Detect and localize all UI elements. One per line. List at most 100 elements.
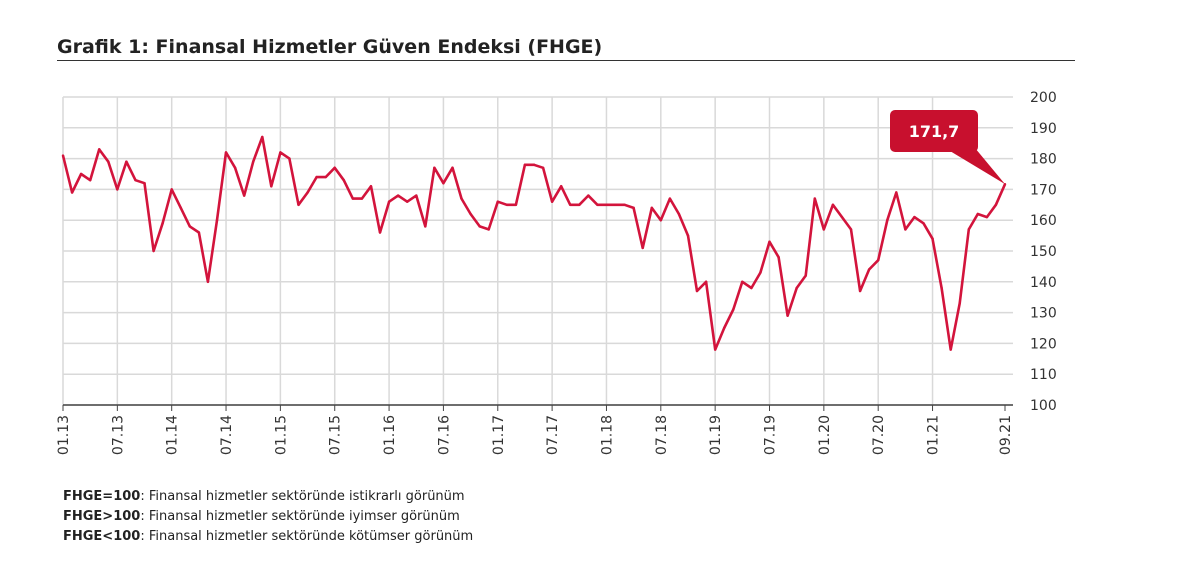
data-point bbox=[387, 200, 391, 203]
data-point bbox=[70, 191, 74, 194]
data-point bbox=[895, 191, 898, 194]
y-tick-label: 200 bbox=[1030, 90, 1057, 106]
data-point bbox=[786, 314, 789, 317]
data-point bbox=[469, 212, 472, 216]
data-point bbox=[777, 255, 780, 259]
y-tick-label: 160 bbox=[1030, 213, 1057, 229]
x-tick-label: 01.15 bbox=[273, 415, 289, 455]
y-tick-label: 130 bbox=[1030, 306, 1057, 322]
data-point bbox=[976, 212, 980, 216]
chart-title: Grafik 1: Finansal Hizmetler Güven Endek… bbox=[57, 36, 603, 58]
data-point bbox=[704, 280, 708, 283]
x-tick-label: 07.20 bbox=[871, 415, 887, 455]
data-point bbox=[587, 194, 590, 197]
series-line-fhge bbox=[61, 135, 1007, 351]
data-point bbox=[569, 203, 572, 206]
data-point bbox=[858, 289, 862, 293]
data-point bbox=[831, 203, 835, 206]
data-point bbox=[306, 191, 309, 194]
data-point bbox=[904, 228, 907, 231]
data-point bbox=[415, 194, 418, 197]
y-tick-label: 140 bbox=[1030, 275, 1057, 291]
data-point bbox=[813, 197, 816, 200]
data-point bbox=[88, 178, 92, 182]
data-point bbox=[532, 163, 536, 166]
x-tick-label: 01.17 bbox=[491, 415, 507, 455]
data-point bbox=[61, 154, 65, 157]
callout-label: 171,7 bbox=[909, 122, 960, 141]
data-point bbox=[759, 271, 762, 274]
x-tick-label: 07.15 bbox=[328, 415, 344, 455]
x-tick-label: 07.13 bbox=[110, 415, 126, 455]
data-point bbox=[523, 163, 527, 166]
data-point bbox=[768, 240, 771, 243]
data-point bbox=[315, 175, 318, 179]
callout-box bbox=[890, 110, 978, 152]
data-point bbox=[913, 215, 916, 219]
data-point bbox=[723, 326, 726, 330]
data-point bbox=[632, 206, 635, 210]
data-point bbox=[922, 222, 925, 225]
data-point bbox=[233, 166, 237, 170]
data-point bbox=[804, 274, 807, 277]
x-tick-label: 01.16 bbox=[382, 415, 398, 455]
x-tick-label: 09.21 bbox=[998, 415, 1014, 455]
data-point bbox=[994, 203, 998, 206]
data-point bbox=[967, 228, 970, 231]
data-point bbox=[623, 203, 626, 206]
data-point bbox=[949, 348, 952, 351]
data-point bbox=[242, 194, 246, 197]
data-point bbox=[342, 178, 345, 182]
x-tick-label: 01.20 bbox=[817, 415, 833, 455]
data-point bbox=[405, 200, 409, 203]
data-point bbox=[840, 215, 844, 219]
note-stable: FHGE=100: Finansal hizmetler sektöründe … bbox=[63, 489, 465, 504]
data-point bbox=[107, 160, 110, 163]
data-point bbox=[695, 289, 699, 293]
data-point bbox=[188, 225, 192, 228]
data-point bbox=[985, 215, 989, 219]
data-point bbox=[713, 348, 717, 351]
x-tick-label: 07.16 bbox=[436, 415, 452, 455]
data-point bbox=[578, 203, 581, 206]
data-point bbox=[333, 166, 336, 170]
line-chart: 100 110 120 130 140 150 160 170 180 190 200 01.13 07… bbox=[56, 90, 1057, 455]
y-tick-label: 170 bbox=[1030, 182, 1057, 198]
data-point bbox=[224, 151, 228, 154]
data-point bbox=[252, 160, 255, 163]
data-point bbox=[116, 188, 119, 191]
data-point bbox=[650, 206, 653, 210]
x-tick-label: 01.21 bbox=[926, 415, 942, 455]
data-point bbox=[179, 206, 182, 210]
data-point bbox=[270, 185, 273, 188]
data-point bbox=[206, 280, 210, 283]
data-point bbox=[659, 219, 663, 222]
x-tick-label: 01.13 bbox=[56, 415, 72, 455]
data-point bbox=[559, 185, 563, 188]
x-tick-label: 07.14 bbox=[219, 415, 235, 455]
data-point bbox=[360, 197, 364, 200]
x-tick-label: 07.19 bbox=[763, 415, 779, 455]
data-point bbox=[460, 197, 463, 200]
data-point bbox=[433, 166, 436, 170]
data-point bbox=[152, 249, 155, 253]
x-tick-label: 07.18 bbox=[654, 415, 670, 455]
data-point bbox=[505, 203, 509, 206]
x-tick-label: 01.18 bbox=[599, 415, 615, 455]
data-point bbox=[514, 203, 518, 206]
data-point bbox=[958, 302, 961, 305]
data-point bbox=[550, 200, 554, 203]
data-point bbox=[396, 194, 400, 197]
data-point bbox=[261, 135, 264, 139]
data-point bbox=[876, 259, 880, 262]
data-point bbox=[732, 308, 735, 311]
data-point bbox=[98, 148, 101, 151]
note-pessimistic: FHGE<100: Finansal hizmetler sektöründe … bbox=[63, 529, 474, 544]
data-point bbox=[886, 219, 889, 222]
data-point bbox=[424, 225, 427, 228]
data-point bbox=[541, 166, 545, 170]
title-underline bbox=[57, 60, 1075, 61]
data-point bbox=[822, 228, 826, 231]
x-tick-label: 01.19 bbox=[708, 415, 724, 455]
x-tick-label: 07.17 bbox=[545, 415, 561, 455]
